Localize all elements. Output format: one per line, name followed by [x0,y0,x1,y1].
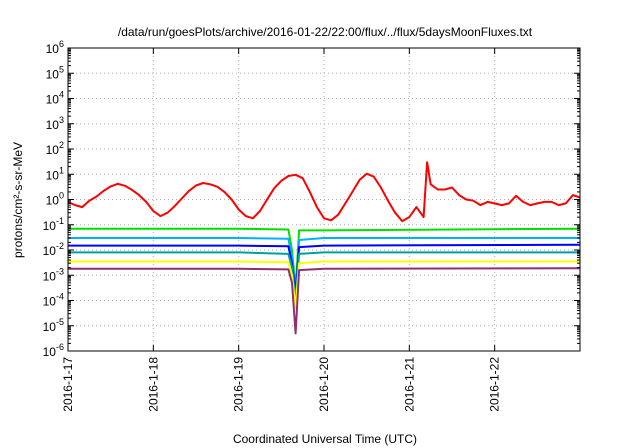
y-tick-label: 101 [46,165,64,182]
y-tick-label: 102 [46,140,64,157]
x-tick-label: 2016-1-22 [488,357,502,412]
y-tick-label: 103 [46,115,64,132]
series-line-5 [68,260,580,310]
x-tick-label: 2016-1-20 [317,357,331,412]
series-line-0 [67,161,581,223]
x-tick-label: 2016-1-17 [61,357,75,412]
y-tick-label: 10-1 [43,216,64,233]
y-tick-label: 106 [46,39,64,56]
y-tick-label: 10-6 [43,342,64,359]
chart-series [67,161,581,335]
series-line-6 [68,267,581,335]
x-tick-label: 2016-1-18 [146,357,160,412]
y-tick-label: 10-2 [43,241,64,258]
y-tick-label: 10-3 [43,266,64,283]
y-tick-label: 105 [46,64,64,81]
chart-grid [68,48,580,351]
chart-title: /data/run/goesPlots/archive/2016-01-22/2… [118,25,533,39]
y-tick-label: 100 [46,191,64,208]
x-axis-ticks: 2016-1-17 2016-1-18 2016-1-19 2016-1-20 2016… [61,48,502,412]
y-axis-label: protons/cm²-s-sr-MeV [11,142,25,258]
x-tick-label: 2016-1-19 [232,357,246,412]
x-axis-label: Coordinated Universal Time (UTC) [233,432,417,446]
y-tick-label: 104 [46,90,64,107]
y-tick-label: 10-5 [43,317,64,334]
y-tick-label: 10-4 [43,292,64,309]
x-tick-label: 2016-1-21 [402,357,416,412]
y-axis-ticks: 10-6 10-5 10-4 10-3 10-2 10-1 100 101 102 103 104 1… [43,39,580,359]
